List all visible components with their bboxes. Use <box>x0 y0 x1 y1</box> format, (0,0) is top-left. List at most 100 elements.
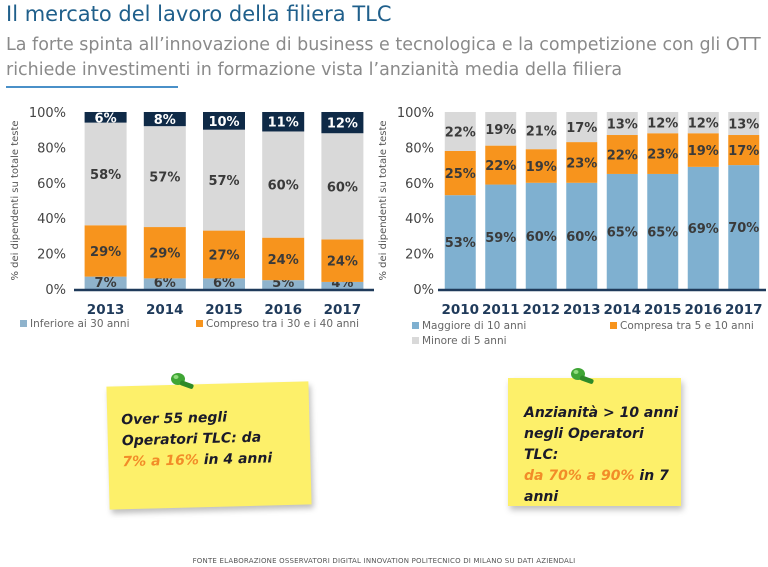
bar-segment <box>606 112 638 136</box>
page-title: Il mercato del lavoro della filiera TLC <box>6 2 392 26</box>
data-label: 60% <box>268 179 299 194</box>
bar-segment <box>687 112 719 134</box>
legend-label: Minore di 5 anni <box>422 335 507 347</box>
bar-segment <box>203 112 245 130</box>
legend-label: Inferiore ai 30 anni <box>30 318 130 330</box>
note-over55-tail: in 4 anni <box>198 450 273 469</box>
bar-segment <box>84 225 127 277</box>
bar-segment <box>566 142 598 183</box>
legend-swatch <box>20 320 27 327</box>
legend-label: Compresa tra 5 e 10 anni <box>620 320 754 332</box>
data-label: 57% <box>208 174 239 189</box>
y-tick-label: 20% <box>37 248 66 263</box>
bar-segment <box>143 227 186 279</box>
bar-segment <box>321 281 364 289</box>
bar-segment <box>525 149 557 183</box>
data-label: 24% <box>268 253 299 268</box>
y-tick-label: 20% <box>405 248 434 263</box>
title-underline <box>6 86 178 88</box>
bar-segment <box>606 173 638 289</box>
data-label: 58% <box>90 168 121 183</box>
x-tick-label: 2014 <box>603 302 641 318</box>
bar-segment <box>262 237 305 281</box>
bar-segment <box>728 112 760 136</box>
source-note: FONTE ELABORAZIONE OSSERVATORI DIGITAL I… <box>192 557 576 565</box>
bar-segment <box>203 129 245 231</box>
legend-swatch <box>412 322 419 329</box>
data-label: 65% <box>647 225 678 240</box>
data-label: 27% <box>208 248 239 263</box>
bar-segment <box>84 122 127 226</box>
note-over55-highlight: 7% a 16% <box>122 452 200 471</box>
legend-label: Maggiore di 10 anni <box>422 320 526 332</box>
data-label: 69% <box>688 222 719 237</box>
data-label: 17% <box>728 144 759 159</box>
y-tick-label: 40% <box>405 212 434 227</box>
data-label: 19% <box>526 160 557 175</box>
bar-segment <box>728 135 760 166</box>
pin-icon <box>171 373 194 389</box>
data-label: 53% <box>445 236 476 251</box>
bar-segment <box>647 173 679 289</box>
bar-segment <box>84 112 127 123</box>
data-label: 22% <box>445 125 476 140</box>
x-tick-label: 2017 <box>324 302 362 318</box>
data-label: 29% <box>149 247 180 262</box>
bar-segment <box>485 184 517 289</box>
data-label: 22% <box>485 159 516 174</box>
bar-segment <box>321 112 364 134</box>
bar-segment <box>444 112 476 151</box>
data-label: 21% <box>526 125 557 140</box>
data-label: 12% <box>688 117 719 132</box>
bar-segment <box>203 230 245 279</box>
bar-segment <box>525 112 557 150</box>
data-label: 12% <box>327 117 358 132</box>
bar-segment <box>262 280 305 289</box>
x-tick-label: 2013 <box>87 302 125 318</box>
bar-segment <box>444 195 476 289</box>
bar-segment <box>143 112 186 127</box>
bar-segment <box>687 166 719 289</box>
x-tick-label: 2013 <box>563 302 601 318</box>
y-tick-label: 40% <box>37 212 66 227</box>
x-tick-label: 2017 <box>725 302 763 318</box>
data-label: 60% <box>526 230 557 245</box>
bar-segment <box>485 145 517 185</box>
data-label: 29% <box>90 245 121 260</box>
note-anzianita-line2: negli Operatori TLC: <box>524 426 644 463</box>
data-label: 65% <box>607 225 638 240</box>
data-label: 23% <box>647 148 678 163</box>
x-tick-label: 2015 <box>205 302 243 318</box>
data-label: 60% <box>327 180 358 195</box>
bar-segment <box>262 112 305 132</box>
y-tick-label: 100% <box>397 106 434 121</box>
y-tick-label: 80% <box>37 141 66 156</box>
data-label: 60% <box>566 230 597 245</box>
legend-swatch <box>412 337 419 344</box>
legend-swatch <box>196 320 203 327</box>
data-label: 11% <box>268 116 299 131</box>
y-tick-label: 0% <box>413 283 434 298</box>
data-label: 13% <box>728 118 759 133</box>
data-label: 6% <box>154 276 176 291</box>
x-tick-label: 2015 <box>644 302 682 318</box>
bar-segment <box>321 239 364 282</box>
bar-segment <box>647 112 679 134</box>
y-axis-label: % dei dipendenti su totale teste <box>10 120 21 280</box>
note-anzianita-highlight: da 70% a 90% <box>524 468 635 484</box>
note-over55: Over 55 negli Operatori TLC: da 7% a 16%… <box>106 381 312 510</box>
bar-segment <box>606 135 638 174</box>
data-label: 6% <box>95 111 117 126</box>
bar-segment <box>525 182 557 289</box>
bar-segment <box>203 278 245 289</box>
page-subtitle: La forte spinta all’innovazione di busin… <box>6 35 761 80</box>
data-label: 12% <box>647 117 678 132</box>
data-label: 13% <box>607 118 638 133</box>
data-label: 25% <box>445 167 476 182</box>
bar-segment <box>728 165 760 289</box>
bar-segment <box>566 182 598 289</box>
data-label: 10% <box>208 115 239 130</box>
bar-segment <box>647 133 679 174</box>
bar-segment <box>84 276 127 289</box>
data-label: 6% <box>213 276 235 291</box>
